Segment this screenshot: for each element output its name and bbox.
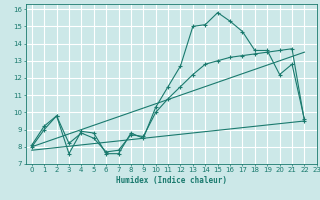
X-axis label: Humidex (Indice chaleur): Humidex (Indice chaleur) — [116, 176, 227, 185]
